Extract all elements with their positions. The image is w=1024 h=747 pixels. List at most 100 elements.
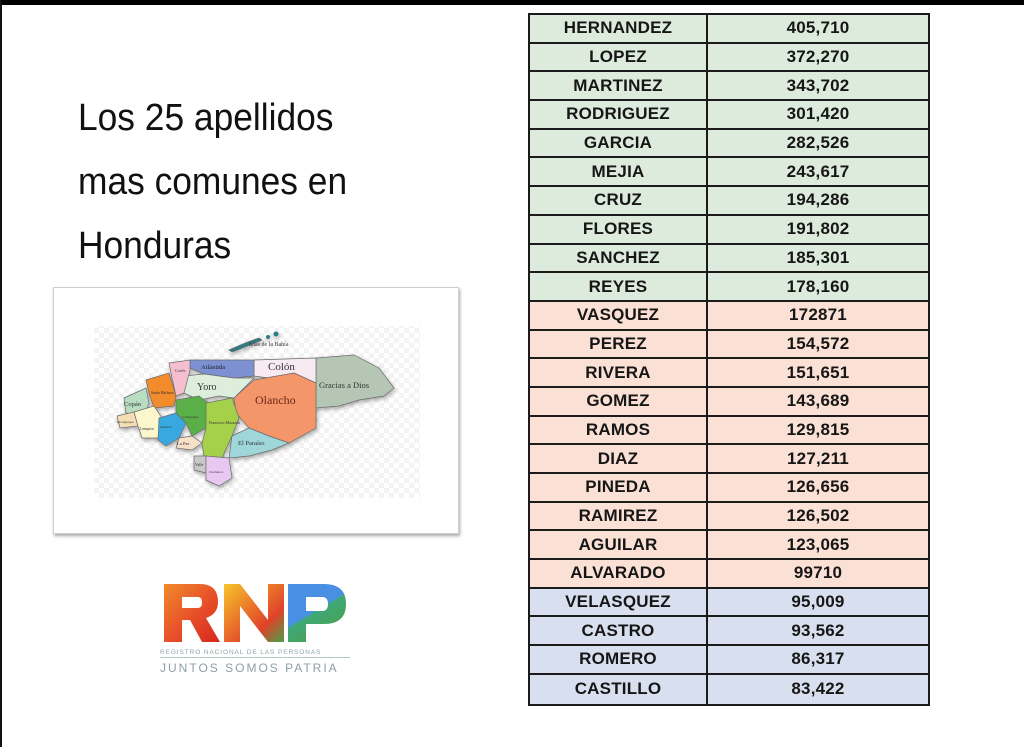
label-gracias: Gracias a Dios	[319, 380, 369, 390]
label-ocotepeque: Ocotepeque	[117, 420, 134, 424]
count-cell: 282,526	[786, 133, 850, 153]
surname-cell: ROMERO	[530, 646, 708, 673]
surname-cell: VASQUEZ	[530, 301, 708, 329]
top-black-bar	[0, 0, 1024, 5]
table-row: RAMOS 129,815	[530, 416, 928, 446]
title-line-2: mas comunes en	[78, 161, 348, 203]
surname-cell: VELASQUEZ	[530, 588, 708, 616]
label-choluteca: Choluteca	[209, 470, 224, 474]
count-cell: 405,710	[786, 18, 850, 38]
title-line-3: Honduras	[78, 225, 232, 267]
count-cell: 172871	[789, 305, 847, 325]
label-atlantida: Atlántida	[201, 364, 225, 371]
label-valle: Valle	[195, 462, 203, 467]
table-row: LOPEZ 372,270	[530, 43, 928, 73]
surname-cell: LOPEZ	[530, 43, 708, 71]
table-row: SANCHEZ 185,301	[530, 244, 928, 274]
table-row: GOMEZ 143,689	[530, 387, 928, 417]
table-row: ROMERO 86,317	[530, 646, 928, 675]
table-row: VASQUEZ 172871	[530, 301, 928, 331]
surnames-table: HERNANDEZ 405,710 LOPEZ 372,270 MARTINEZ 34…	[528, 13, 930, 706]
count-cell: 154,572	[786, 333, 850, 353]
count-cell: 126,656	[786, 477, 850, 497]
table-row: CASTILLO 83,422	[530, 674, 928, 704]
label-santa-barbara: Santa Bárbara	[151, 390, 174, 395]
label-intibuca: Intibucá	[160, 425, 172, 429]
table-row: GARCIA 282,526	[530, 129, 928, 159]
slide-title: Los 25 apellidos mas comunes en Honduras	[78, 86, 385, 278]
label-la-paz: La Paz	[177, 441, 189, 446]
table-row: RAMIREZ 126,502	[530, 502, 928, 532]
label-el-paraiso: El Paraíso	[238, 440, 265, 447]
label-lempira: Lempira	[140, 426, 154, 431]
title-line-1: Los 25 apellidos	[78, 97, 334, 139]
count-cell: 93,562	[791, 620, 845, 640]
table-row: RODRIGUEZ 301,420	[530, 101, 928, 130]
logo-subtitle: REGISTRO NACIONAL DE LAS PERSONAS	[160, 649, 350, 658]
surname-cell: SANCHEZ	[530, 244, 708, 272]
count-cell: 126,502	[786, 506, 850, 526]
label-yoro: Yoro	[197, 382, 217, 393]
count-cell: 191,802	[786, 219, 850, 239]
surname-cell: CASTILLO	[530, 674, 708, 704]
label-olancho: Olancho	[255, 393, 296, 407]
label-colon: Colón	[268, 361, 295, 373]
count-cell: 99710	[793, 563, 843, 583]
rnp-logo: REGISTRO NACIONAL DE LAS PERSONAS JUNTOS…	[158, 580, 353, 680]
surname-cell: MARTINEZ	[530, 72, 708, 100]
count-cell: 178,160	[786, 276, 850, 296]
label-francisco-morazan: Francisco Morazán	[209, 420, 240, 425]
surname-cell: RODRIGUEZ	[530, 101, 708, 128]
count-cell: 86,317	[791, 649, 845, 669]
count-cell: 127,211	[787, 448, 849, 468]
count-cell: 129,815	[786, 419, 850, 439]
table-row: REYES 178,160	[530, 273, 928, 302]
surname-cell: ALVARADO	[530, 560, 708, 587]
table-row: CRUZ 194,286	[530, 187, 928, 216]
table-row: MARTINEZ 343,702	[530, 72, 928, 102]
table-row: HERNANDEZ 405,710	[530, 15, 928, 44]
surname-cell: GARCIA	[530, 129, 708, 157]
table-row: PEREZ 154,572	[530, 330, 928, 360]
count-cell: 194,286	[786, 190, 850, 210]
surname-cell: HERNANDEZ	[530, 15, 708, 42]
count-cell: 243,617	[786, 161, 850, 181]
table-row: DIAZ 127,211	[530, 445, 928, 474]
table-row: VELASQUEZ 95,009	[530, 588, 928, 618]
logo-tagline: JUNTOS SOMOS PATRIA	[160, 661, 339, 675]
surname-cell: DIAZ	[530, 445, 708, 472]
surname-cell: AGUILAR	[530, 531, 708, 559]
surname-cell: FLORES	[530, 215, 708, 243]
table-row: FLORES 191,802	[530, 215, 928, 245]
count-cell: 301,420	[786, 104, 850, 124]
count-cell: 185,301	[786, 247, 850, 267]
surname-cell: PINEDA	[530, 474, 708, 501]
count-cell: 143,689	[786, 391, 850, 411]
label-copan: Copán	[124, 401, 142, 408]
count-cell: 372,270	[786, 47, 850, 67]
honduras-map-image: Islas de la Bahía Atlántida Colón Gracia…	[53, 287, 459, 534]
left-edge-border	[0, 0, 2, 747]
label-cortes: Cortés	[175, 368, 186, 373]
table-row: CASTRO 93,562	[530, 617, 928, 647]
surname-cell: MEJIA	[530, 158, 708, 186]
surname-cell: REYES	[530, 273, 708, 300]
count-cell: 83,422	[791, 679, 845, 699]
count-cell: 123,065	[786, 534, 850, 554]
surname-cell: CASTRO	[530, 617, 708, 645]
rnp-letters-icon	[164, 584, 346, 642]
label-comayagua: Comayagua	[182, 415, 199, 419]
surname-cell: PEREZ	[530, 330, 708, 358]
table-row: RIVERA 151,651	[530, 359, 928, 388]
table-row: ALVARADO 99710	[530, 560, 928, 589]
table-row: AGUILAR 123,065	[530, 531, 928, 561]
label-islas: Islas de la Bahía	[249, 342, 289, 348]
count-cell: 95,009	[791, 592, 845, 612]
count-cell: 151,651	[786, 362, 850, 382]
count-cell: 343,702	[786, 75, 850, 95]
honduras-map-icon: Islas de la Bahía Atlántida Colón Gracia…	[94, 326, 420, 498]
surname-cell: RAMIREZ	[530, 502, 708, 530]
surname-cell: GOMEZ	[530, 387, 708, 415]
surname-cell: CRUZ	[530, 187, 708, 214]
surname-cell: RAMOS	[530, 416, 708, 444]
